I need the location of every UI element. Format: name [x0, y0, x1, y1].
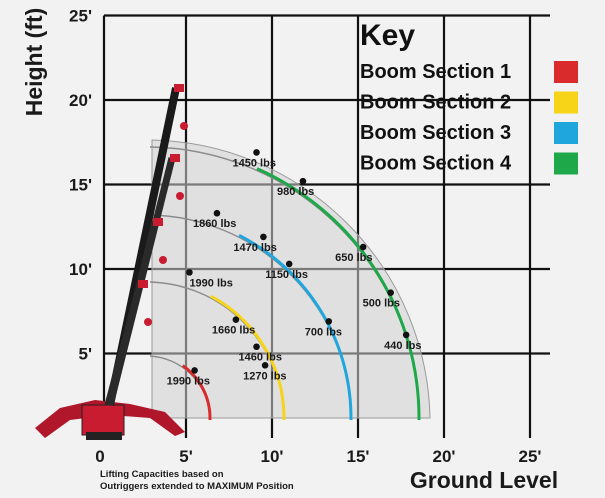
crane-tracks [86, 432, 122, 440]
x-tick-label: 20' [433, 447, 456, 466]
capacity-label: 1990 lbs [167, 375, 210, 387]
capacity-point [285, 260, 293, 268]
legend-label: Boom Section 1 [360, 61, 511, 83]
axis-ticks: 0 5' 10' 15' 20' 25' 5' 10' 15' 20' 25' [69, 7, 541, 467]
crane-boom-1 [104, 283, 144, 406]
crane-boom-tip [174, 84, 184, 92]
x-tick-label: 15' [347, 447, 370, 466]
capacity-point [253, 149, 260, 156]
boom-section-2-arc [210, 294, 286, 420]
capacity-point [325, 318, 333, 325]
y-tick-label: 5' [79, 345, 93, 364]
crane-body [81, 404, 125, 436]
capacity-point [213, 209, 221, 217]
capacity-point [232, 316, 240, 324]
capacity-point [402, 331, 410, 339]
note-line-1: Lifting Capacities based on [100, 469, 224, 480]
capacity-point [387, 289, 394, 296]
x-tick-label: 10' [261, 447, 284, 466]
legend: Key Boom Section 1 Boom Section 2 Boom Sec… [360, 19, 578, 175]
y-axis-title: Height (ft) [21, 8, 47, 117]
y-tick-label: 25' [69, 7, 92, 26]
legend-label: Boom Section 4 [360, 153, 512, 175]
legend-label: Boom Section 2 [360, 92, 511, 114]
capacity-label: 650 lbs [335, 252, 372, 264]
crane-boom-tip [153, 218, 163, 226]
crane-hook [159, 256, 167, 264]
capacity-point [191, 367, 198, 374]
y-tick-label: 20' [69, 91, 92, 110]
capacity-label: 1990 lbs [189, 277, 232, 289]
capacity-label: 700 lbs [305, 326, 342, 338]
capacity-point [299, 177, 307, 185]
capacity-points: 1990 lbs 1990 lbs 1660 lbs 1460 lbs 1270 lbs… [167, 149, 421, 387]
x-tick-label: 0 [95, 447, 104, 466]
legend-label: Boom Section 3 [360, 122, 511, 144]
crane-illustration [35, 84, 188, 440]
x-tick-label: 5' [179, 447, 193, 466]
legend-swatch [554, 61, 578, 83]
boom-section-4-arc [256, 167, 421, 420]
capacity-label: 1860 lbs [193, 218, 236, 230]
x-axis-title: Ground Level [410, 467, 558, 493]
capacity-label: 1470 lbs [233, 242, 276, 254]
crane-boom-tip [170, 154, 180, 162]
capacity-label: 1150 lbs [265, 269, 308, 281]
y-tick-label: 15' [69, 176, 92, 195]
reach-arcs [149, 139, 431, 420]
boom-section-1-arc [181, 364, 212, 420]
legend-swatch [554, 91, 578, 114]
capacity-point [359, 243, 367, 251]
capacity-point [261, 362, 269, 369]
capacity-label: 500 lbs [363, 298, 400, 310]
capacity-label: 1660 lbs [212, 325, 255, 337]
legend-swatch [554, 122, 578, 144]
crane-hook [180, 122, 188, 130]
capacity-point [260, 233, 267, 241]
reach-envelope [151, 139, 431, 419]
crane-outriggers [35, 400, 185, 438]
capacity-label: 1460 lbs [239, 352, 282, 364]
legend-title: Key [360, 19, 415, 52]
crane-boom-tip [138, 280, 148, 288]
crane-hook [144, 318, 152, 326]
capacity-label: 980 lbs [277, 186, 314, 198]
capacity-point [186, 269, 193, 276]
capacity-label: 440 lbs [384, 340, 421, 352]
capacity-label: 1270 lbs [243, 370, 286, 382]
boom-section-3-arc [238, 234, 353, 420]
crane-hook [176, 192, 184, 200]
y-tick-label: 10' [69, 260, 92, 279]
note-line-2: Outriggers extended to MAXIMUM Position [100, 481, 294, 492]
capacity-label: 1450 lbs [233, 157, 276, 169]
legend-swatch [554, 152, 578, 175]
capacity-point [253, 343, 260, 351]
x-tick-label: 25' [519, 447, 542, 466]
